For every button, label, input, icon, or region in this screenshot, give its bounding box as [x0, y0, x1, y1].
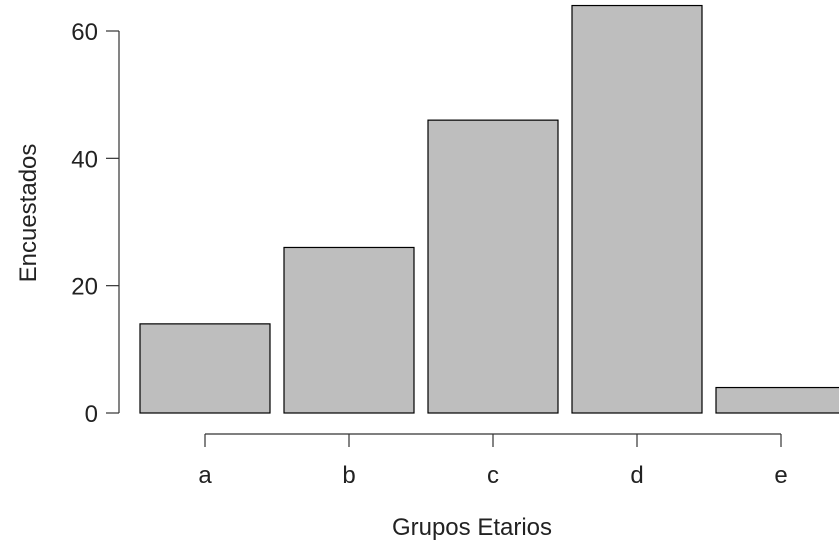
bar-c [427, 119, 559, 414]
y-axis-title: Encuestados [15, 144, 42, 283]
x-tick-label-d: d [630, 462, 643, 489]
y-tick-label-60: 60 [71, 19, 98, 46]
bar-b [283, 246, 415, 414]
bars-group [139, 4, 839, 414]
y-tick-label-40: 40 [71, 146, 98, 173]
x-axis: a b c d e [198, 433, 788, 489]
x-tick-label-c: c [487, 462, 499, 489]
x-tick-label-b: b [342, 462, 355, 489]
y-tick-label-20: 20 [71, 274, 98, 301]
y-tick-label-0: 0 [85, 401, 98, 428]
y-axis: 0 20 40 60 [71, 19, 120, 428]
x-tick-label-a: a [198, 462, 212, 489]
bar-d [571, 4, 703, 414]
x-tick-label-e: e [774, 462, 787, 489]
bar-e [715, 386, 839, 414]
bar-a [139, 323, 271, 414]
x-axis-title: Grupos Etarios [392, 514, 552, 541]
